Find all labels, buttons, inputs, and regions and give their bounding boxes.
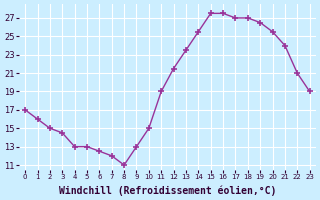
X-axis label: Windchill (Refroidissement éolien,°C): Windchill (Refroidissement éolien,°C) xyxy=(59,185,276,196)
